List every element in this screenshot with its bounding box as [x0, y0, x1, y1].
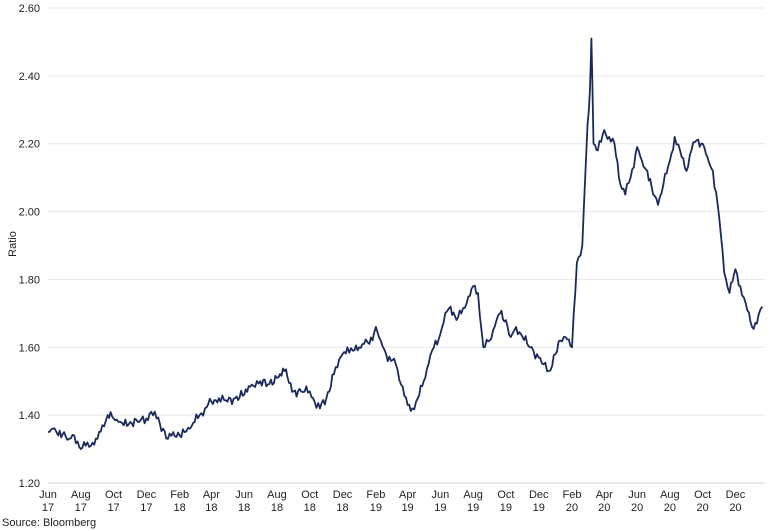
gridlines	[48, 7, 765, 416]
x-tick-label: Oct 18	[301, 489, 318, 514]
x-tick-label: Dec 18	[333, 489, 353, 514]
x-tick-label: Aug 20	[660, 489, 680, 514]
y-tick-label: 2.00	[19, 207, 40, 219]
x-tick-label: Oct 20	[694, 489, 711, 514]
x-tick-label: Oct 17	[105, 489, 122, 514]
x-tick-label: Feb 18	[170, 489, 189, 514]
x-tick-label: Feb 19	[366, 489, 385, 514]
x-tick-label: Jun 18	[235, 489, 253, 514]
x-tick-label: Aug 19	[463, 489, 483, 514]
series-line	[47, 37, 764, 450]
x-tick-label: Apr 18	[203, 489, 220, 514]
y-tick-label: 2.40	[19, 71, 40, 83]
source-note: Source: Bloomberg	[2, 517, 97, 529]
x-tick-label: Oct 19	[497, 489, 514, 514]
x-tick-label: Aug 17	[71, 489, 91, 514]
x-tick-label: Feb 20	[563, 489, 582, 514]
x-tick-label: Jun 19	[431, 489, 449, 514]
y-tick-label: 1.60	[19, 342, 40, 354]
y-axis-title: Ratio	[7, 231, 19, 257]
y-tick-label: 1.80	[19, 274, 40, 286]
x-tick-label: Apr 19	[399, 489, 416, 514]
x-tick-label: Jun 20	[628, 489, 646, 514]
x-tick-label: Dec 20	[726, 489, 746, 514]
y-tick-label: 2.60	[19, 3, 40, 15]
x-tick-label: Jun 17	[39, 489, 57, 514]
y-tick-label: 2.20	[19, 139, 40, 151]
x-tick-label: Dec 19	[529, 489, 549, 514]
y-tick-label: 1.40	[19, 410, 40, 422]
y-axis-ticks: 1.20 1.40 1.60 1.80 2.00 2.20 2.40 2.60	[19, 3, 40, 490]
x-tick-label: Dec 17	[137, 489, 157, 514]
x-tick-label: Aug 18	[267, 489, 287, 514]
x-tick-label: Apr 20	[596, 489, 613, 514]
y-tick-label: 1.20	[19, 478, 40, 490]
x-axis-ticks: Jun 17 Aug 17 Oct 17 Dec 17 Feb 18 Apr 18 Jun 18 Aug 18…	[39, 489, 746, 514]
